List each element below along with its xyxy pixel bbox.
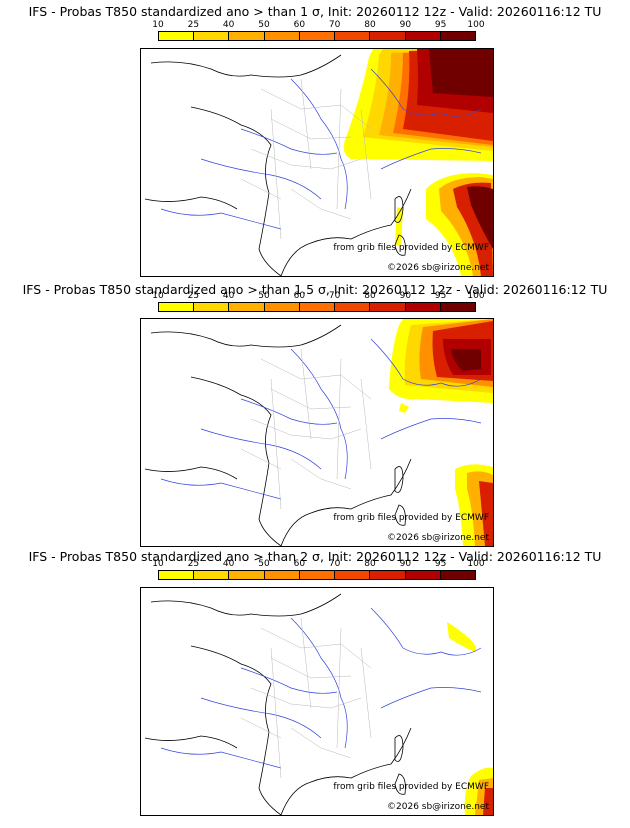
panel-2-map-svg <box>144 319 493 546</box>
admin-borders <box>240 78 372 240</box>
legend-colorbar <box>158 302 476 312</box>
panel-3-title: IFS - Probas T850 standardized ano > tha… <box>28 549 602 564</box>
admin-borders <box>240 348 372 510</box>
legend-ticks: 10 25 40 50 60 70 80 90 95 100 <box>152 559 484 570</box>
legend-tick-label: 95 <box>434 20 447 30</box>
coastlines <box>144 324 412 546</box>
legend-color-swatch <box>229 32 265 40</box>
legend-color-swatch <box>264 303 300 311</box>
legend-tick-label: 10 <box>152 559 164 569</box>
legend-color-swatch <box>264 32 300 40</box>
panel-3-credit-copyright: ©2026 sb@irizone.net <box>387 802 489 812</box>
legend-color-swatch <box>440 571 475 579</box>
legend-color-swatch <box>335 571 371 579</box>
legend-tick-label: 60 <box>293 559 306 569</box>
legend-color-swatch <box>299 303 336 311</box>
legend-color-swatch <box>440 303 475 311</box>
admin-borders <box>240 617 372 779</box>
rivers <box>160 68 482 230</box>
panel-1-map: from grib files provided by ECMWF ©2026 … <box>140 48 494 277</box>
legend-color-swatch <box>229 571 265 579</box>
legend-tick-label: 50 <box>258 20 270 30</box>
panel-2-legend: 10 25 40 50 60 70 80 90 95 100 <box>152 291 485 312</box>
legend-tick-label: 40 <box>222 20 235 30</box>
probability-shading <box>389 319 493 546</box>
legend-colorbar <box>158 570 476 580</box>
probability-shading <box>447 622 493 815</box>
legend-tick-label: 70 <box>328 291 341 301</box>
legend-tick-label: 40 <box>222 291 235 301</box>
legend-tick-label: 80 <box>364 559 376 569</box>
legend-color-swatch <box>299 571 336 579</box>
legend-color-swatch <box>194 32 230 40</box>
legend-tick-label: 25 <box>187 559 200 569</box>
legend-ticks: 10 25 40 50 60 70 80 90 95 100 <box>152 20 484 31</box>
legend-tick-label: 60 <box>293 291 306 301</box>
rivers <box>160 607 482 769</box>
legend-tick-label: 70 <box>328 559 341 569</box>
coastlines <box>144 593 412 815</box>
panel-2-title: IFS - Probas T850 standardized ano > tha… <box>22 282 608 297</box>
panel-2-credit-copyright: ©2026 sb@irizone.net <box>387 533 489 543</box>
legend-tick-label: 25 <box>187 291 200 301</box>
legend-tick-label: 100 <box>467 559 485 569</box>
legend-tick-label: 90 <box>399 20 412 30</box>
legend-color-swatch <box>405 571 441 579</box>
legend-tick-label: 80 <box>364 291 376 301</box>
panel-1-credit-copyright: ©2026 sb@irizone.net <box>387 263 489 273</box>
panel-3-credit-source: from grib files provided by ECMWF <box>333 782 489 792</box>
legend-tick-label: 50 <box>258 559 270 569</box>
legend-color-swatch <box>335 303 371 311</box>
legend-tick-label: 95 <box>434 291 447 301</box>
legend-tick-label: 70 <box>328 20 341 30</box>
legend-color-swatch <box>159 303 195 311</box>
panel-2-credit-source: from grib files provided by ECMWF <box>333 513 489 523</box>
legend-color-swatch <box>299 32 336 40</box>
panel-1-title: IFS - Probas T850 standardized ano > tha… <box>28 4 602 19</box>
legend-color-swatch <box>159 32 195 40</box>
legend-color-swatch <box>194 571 230 579</box>
legend-colorbar <box>158 31 476 41</box>
legend-color-swatch <box>370 32 406 40</box>
legend-tick-label: 90 <box>399 291 412 301</box>
panel-3-map-svg <box>144 593 493 815</box>
legend-tick-label: 10 <box>152 20 164 30</box>
legend-tick-label: 100 <box>467 291 485 301</box>
legend-tick-label: 80 <box>364 20 376 30</box>
probability-shading <box>343 49 493 276</box>
legend-color-swatch <box>405 32 441 40</box>
legend-tick-label: 95 <box>434 559 447 569</box>
legend-color-swatch <box>229 303 265 311</box>
panel-1-credit-source: from grib files provided by ECMWF <box>333 243 489 253</box>
panel-3-legend: 10 25 40 50 60 70 80 90 95 100 <box>152 559 485 580</box>
legend-color-swatch <box>370 303 406 311</box>
panel-3-map: from grib files provided by ECMWF ©2026 … <box>140 587 494 816</box>
coastlines <box>144 54 412 276</box>
legend-ticks: 10 25 40 50 60 70 80 90 95 100 <box>152 291 484 302</box>
legend-tick-label: 40 <box>222 559 235 569</box>
legend-color-swatch <box>159 571 195 579</box>
legend-tick-label: 25 <box>187 20 200 30</box>
panel-1-map-svg <box>144 49 493 276</box>
rivers <box>160 338 482 500</box>
legend-color-swatch <box>370 571 406 579</box>
legend-tick-label: 90 <box>399 559 412 569</box>
legend-color-swatch <box>335 32 371 40</box>
legend-color-swatch <box>440 32 475 40</box>
legend-tick-label: 100 <box>467 20 485 30</box>
legend-color-swatch <box>405 303 441 311</box>
panel-1-legend: 10 25 40 50 60 70 80 90 95 100 <box>152 20 485 41</box>
legend-color-swatch <box>194 303 230 311</box>
legend-tick-label: 10 <box>152 291 164 301</box>
legend-tick-label: 60 <box>293 20 306 30</box>
legend-tick-label: 50 <box>258 291 270 301</box>
legend-color-swatch <box>264 571 300 579</box>
panel-2-map: from grib files provided by ECMWF ©2026 … <box>140 318 494 547</box>
